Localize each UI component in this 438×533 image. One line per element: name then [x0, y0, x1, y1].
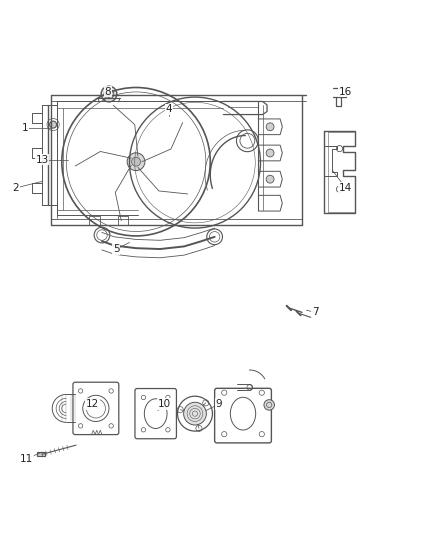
Circle shape — [264, 400, 275, 410]
Text: 10: 10 — [158, 399, 171, 409]
Text: 4: 4 — [166, 104, 172, 114]
Text: 13: 13 — [35, 155, 49, 165]
Circle shape — [266, 123, 274, 131]
Circle shape — [127, 153, 145, 171]
Circle shape — [184, 402, 206, 425]
Text: 11: 11 — [20, 454, 34, 464]
Circle shape — [266, 175, 274, 183]
FancyBboxPatch shape — [37, 452, 45, 456]
Text: 12: 12 — [86, 399, 99, 409]
Text: 14: 14 — [339, 183, 352, 193]
Text: 5: 5 — [113, 244, 120, 254]
Circle shape — [101, 86, 117, 102]
Circle shape — [266, 149, 274, 157]
Text: 7: 7 — [312, 308, 318, 317]
Text: 8: 8 — [104, 87, 111, 97]
Text: 1: 1 — [21, 123, 28, 133]
Text: 9: 9 — [215, 399, 223, 409]
Circle shape — [104, 89, 114, 99]
Text: 2: 2 — [13, 183, 19, 193]
Circle shape — [49, 121, 57, 128]
Text: 16: 16 — [339, 87, 352, 97]
Circle shape — [131, 157, 141, 166]
